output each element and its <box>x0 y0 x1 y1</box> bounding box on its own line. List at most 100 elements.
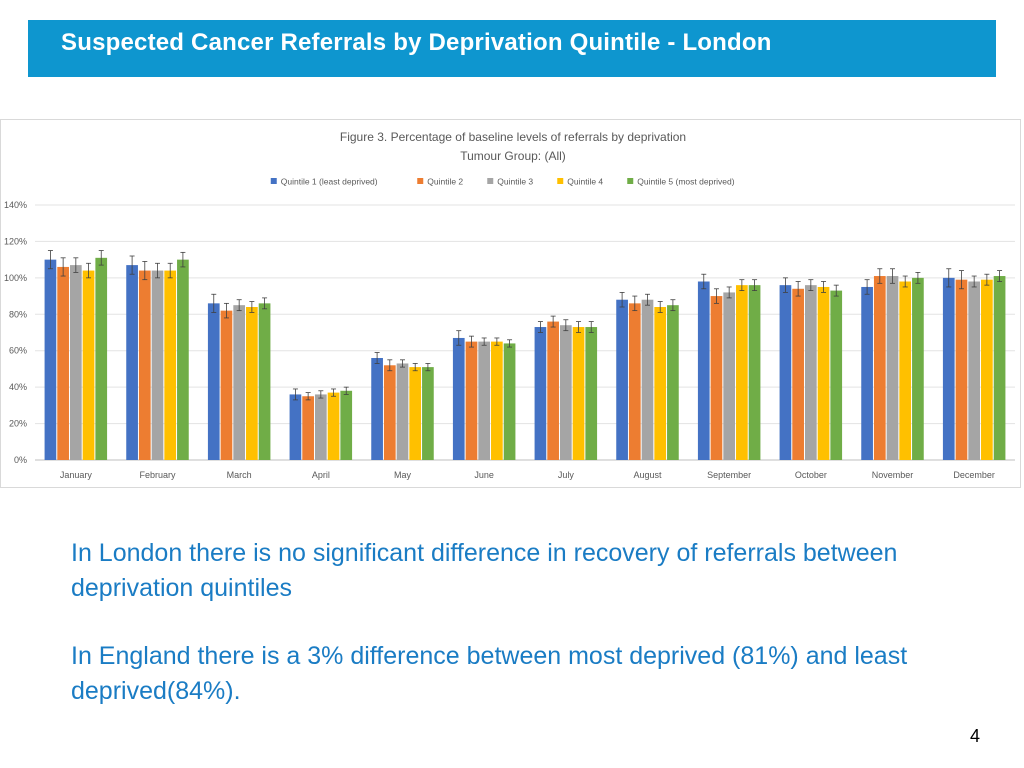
x-tick-label: February <box>139 470 176 480</box>
bar <box>697 281 710 460</box>
bar <box>723 292 736 460</box>
bar <box>667 305 679 460</box>
chart-subtitle: Tumour Group: (All) <box>460 149 566 163</box>
y-tick-label: 120% <box>4 236 27 246</box>
chart-error-bars <box>47 250 1003 401</box>
legend-swatch <box>557 178 564 184</box>
bar <box>804 285 817 460</box>
bar <box>710 296 723 460</box>
bar <box>409 367 422 460</box>
legend-label: Quintile 3 <box>497 177 533 187</box>
bar <box>340 390 353 460</box>
bar <box>371 358 383 460</box>
bar <box>151 270 164 460</box>
x-tick-label: March <box>227 470 252 480</box>
referrals-bar-chart: Figure 3. Percentage of baseline levels … <box>4 130 1015 480</box>
bar <box>993 276 1006 460</box>
bar <box>981 279 993 460</box>
bar <box>246 307 258 460</box>
x-tick-label: January <box>60 470 93 480</box>
bar <box>465 341 478 460</box>
y-tick-label: 60% <box>9 346 27 356</box>
bar <box>534 327 547 460</box>
chart-legend: Quintile 1 (least deprived) Quintile 2 Qui… <box>270 177 735 187</box>
y-tick-label: 100% <box>4 273 27 283</box>
y-tick-label: 140% <box>4 200 27 210</box>
chart-title: Figure 3. Percentage of baseline levels … <box>340 130 686 144</box>
title-banner: Suspected Cancer Referrals by Deprivatio… <box>28 20 996 77</box>
page-number: 4 <box>970 726 981 746</box>
legend-swatch <box>487 178 494 184</box>
bar <box>779 285 792 460</box>
x-tick-label: April <box>312 470 330 480</box>
y-tick-label: 40% <box>9 382 27 392</box>
x-tick-label: December <box>953 470 995 480</box>
chart-bars <box>44 257 1006 460</box>
england-finding-text: In England there is a 3% difference betw… <box>71 642 908 705</box>
legend-label: Quintile 2 <box>427 177 463 187</box>
chart-container: Figure 3. Percentage of baseline levels … <box>0 119 1021 488</box>
bar <box>44 259 57 460</box>
bar <box>491 341 503 460</box>
bar <box>861 286 873 460</box>
bar <box>383 365 396 460</box>
bar <box>817 286 830 460</box>
bar <box>942 277 955 460</box>
bar <box>233 305 246 460</box>
bar <box>873 276 886 460</box>
x-tick-label: September <box>707 470 751 480</box>
bar <box>955 279 968 460</box>
bar <box>628 303 641 460</box>
bar <box>886 276 899 460</box>
page-title: Suspected Cancer Referrals by Deprivatio… <box>61 29 772 56</box>
legend-label: Quintile 1 (least deprived) <box>281 177 378 187</box>
bar <box>57 266 69 460</box>
bar <box>899 281 912 460</box>
bar <box>452 337 465 460</box>
bar <box>478 341 491 460</box>
bar <box>164 270 177 460</box>
legend-swatch <box>627 178 634 184</box>
bar <box>572 327 585 460</box>
chart-gridlines <box>35 204 1015 461</box>
bar <box>289 394 302 460</box>
bar <box>95 257 108 460</box>
bar <box>220 310 233 460</box>
y-tick-label: 80% <box>9 309 27 319</box>
x-tick-label: November <box>872 470 914 480</box>
x-axis: January February March April May June July Augu… <box>60 470 995 480</box>
bar <box>82 270 95 460</box>
bar <box>830 290 843 460</box>
legend-label: Quintile 5 (most deprived) <box>637 177 734 187</box>
bar <box>641 299 654 460</box>
x-tick-label: August <box>633 470 662 480</box>
bar <box>138 270 151 460</box>
bar <box>792 288 804 460</box>
x-tick-label: May <box>394 470 412 480</box>
bar <box>503 343 516 460</box>
bar <box>126 265 138 460</box>
y-tick-label: 0% <box>14 455 27 465</box>
bar <box>258 303 271 460</box>
bar <box>69 265 82 460</box>
bar <box>327 392 340 460</box>
bar <box>748 285 761 460</box>
x-tick-label: October <box>795 470 827 480</box>
bar <box>654 307 667 460</box>
x-tick-label: June <box>474 470 494 480</box>
bar <box>302 396 314 460</box>
bar <box>912 277 924 460</box>
bar <box>396 363 409 460</box>
y-tick-label: 20% <box>9 419 27 429</box>
legend-swatch <box>270 178 277 184</box>
bar <box>207 303 220 460</box>
bar <box>547 321 559 460</box>
bar <box>585 327 598 460</box>
legend-swatch <box>417 178 424 184</box>
bar <box>559 325 572 460</box>
bar <box>616 299 628 460</box>
x-tick-label: July <box>558 470 575 480</box>
bar <box>177 259 189 460</box>
bar <box>968 281 981 460</box>
bar <box>314 394 327 460</box>
